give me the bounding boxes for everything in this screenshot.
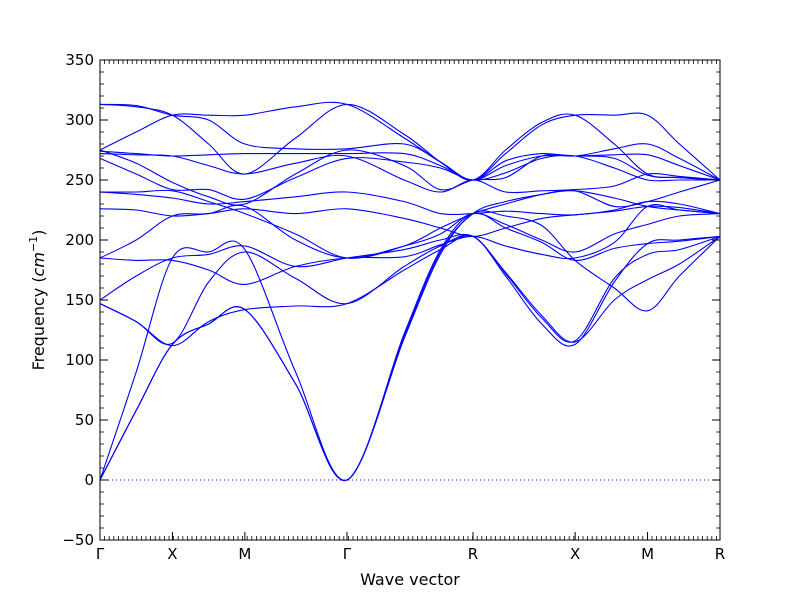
phonon-branch-10 [99,191,721,216]
plot-area-frame [99,59,721,541]
y-tick-label: 350 [65,51,94,69]
y-axis-title-unit-exponent: −1 [27,236,40,252]
y-axis-title-unit: cm [29,252,48,276]
y-tick-label: 200 [65,231,94,249]
x-tick-label: M [641,545,654,563]
x-tick-label: M [238,545,251,563]
y-tick-label: 250 [65,171,94,189]
x-tick-label: R [468,545,478,563]
phonon-branch-13 [99,153,721,194]
phonon-branch-18 [99,149,721,206]
phonon-branch-5 [99,234,721,345]
x-axis-title: Wave vector [360,570,460,589]
phonon-branch-12 [99,154,720,200]
y-tick-label: 0 [84,471,94,489]
x-tick-label: X [570,545,580,563]
x-tick-label: R [715,545,725,563]
phonon-branch-1 [99,190,721,481]
y-axis-title-close: ) [29,230,48,236]
phonon-branch-17 [99,103,721,181]
y-tick-label: 300 [65,111,94,129]
y-tick-label: 50 [75,411,94,429]
phonon-branch-11 [99,179,721,259]
y-axis-title: Frequency (cm−1) [27,230,48,371]
phonon-branch-3 [99,212,721,481]
y-axis-title-text: Frequency ( [29,276,48,370]
phonon-branch-7 [99,203,721,285]
phonon-branch-2 [99,210,721,481]
phonon-branch-9 [99,205,721,237]
x-tick-label: Γ [343,545,352,563]
phonon-branch-8 [99,204,721,259]
phonon-branch-6 [99,233,721,343]
y-axis: −50 0 50 100 150 200 250 300 350 [62,51,720,549]
x-tick-label: Γ [96,545,105,563]
y-tick-label: −50 [62,531,94,549]
y-tick-label: 150 [65,291,94,309]
dispersion-curves [99,101,721,481]
x-tick-label: X [167,545,177,563]
phonon-branch-14 [99,150,721,181]
y-tick-label: 100 [65,351,94,369]
